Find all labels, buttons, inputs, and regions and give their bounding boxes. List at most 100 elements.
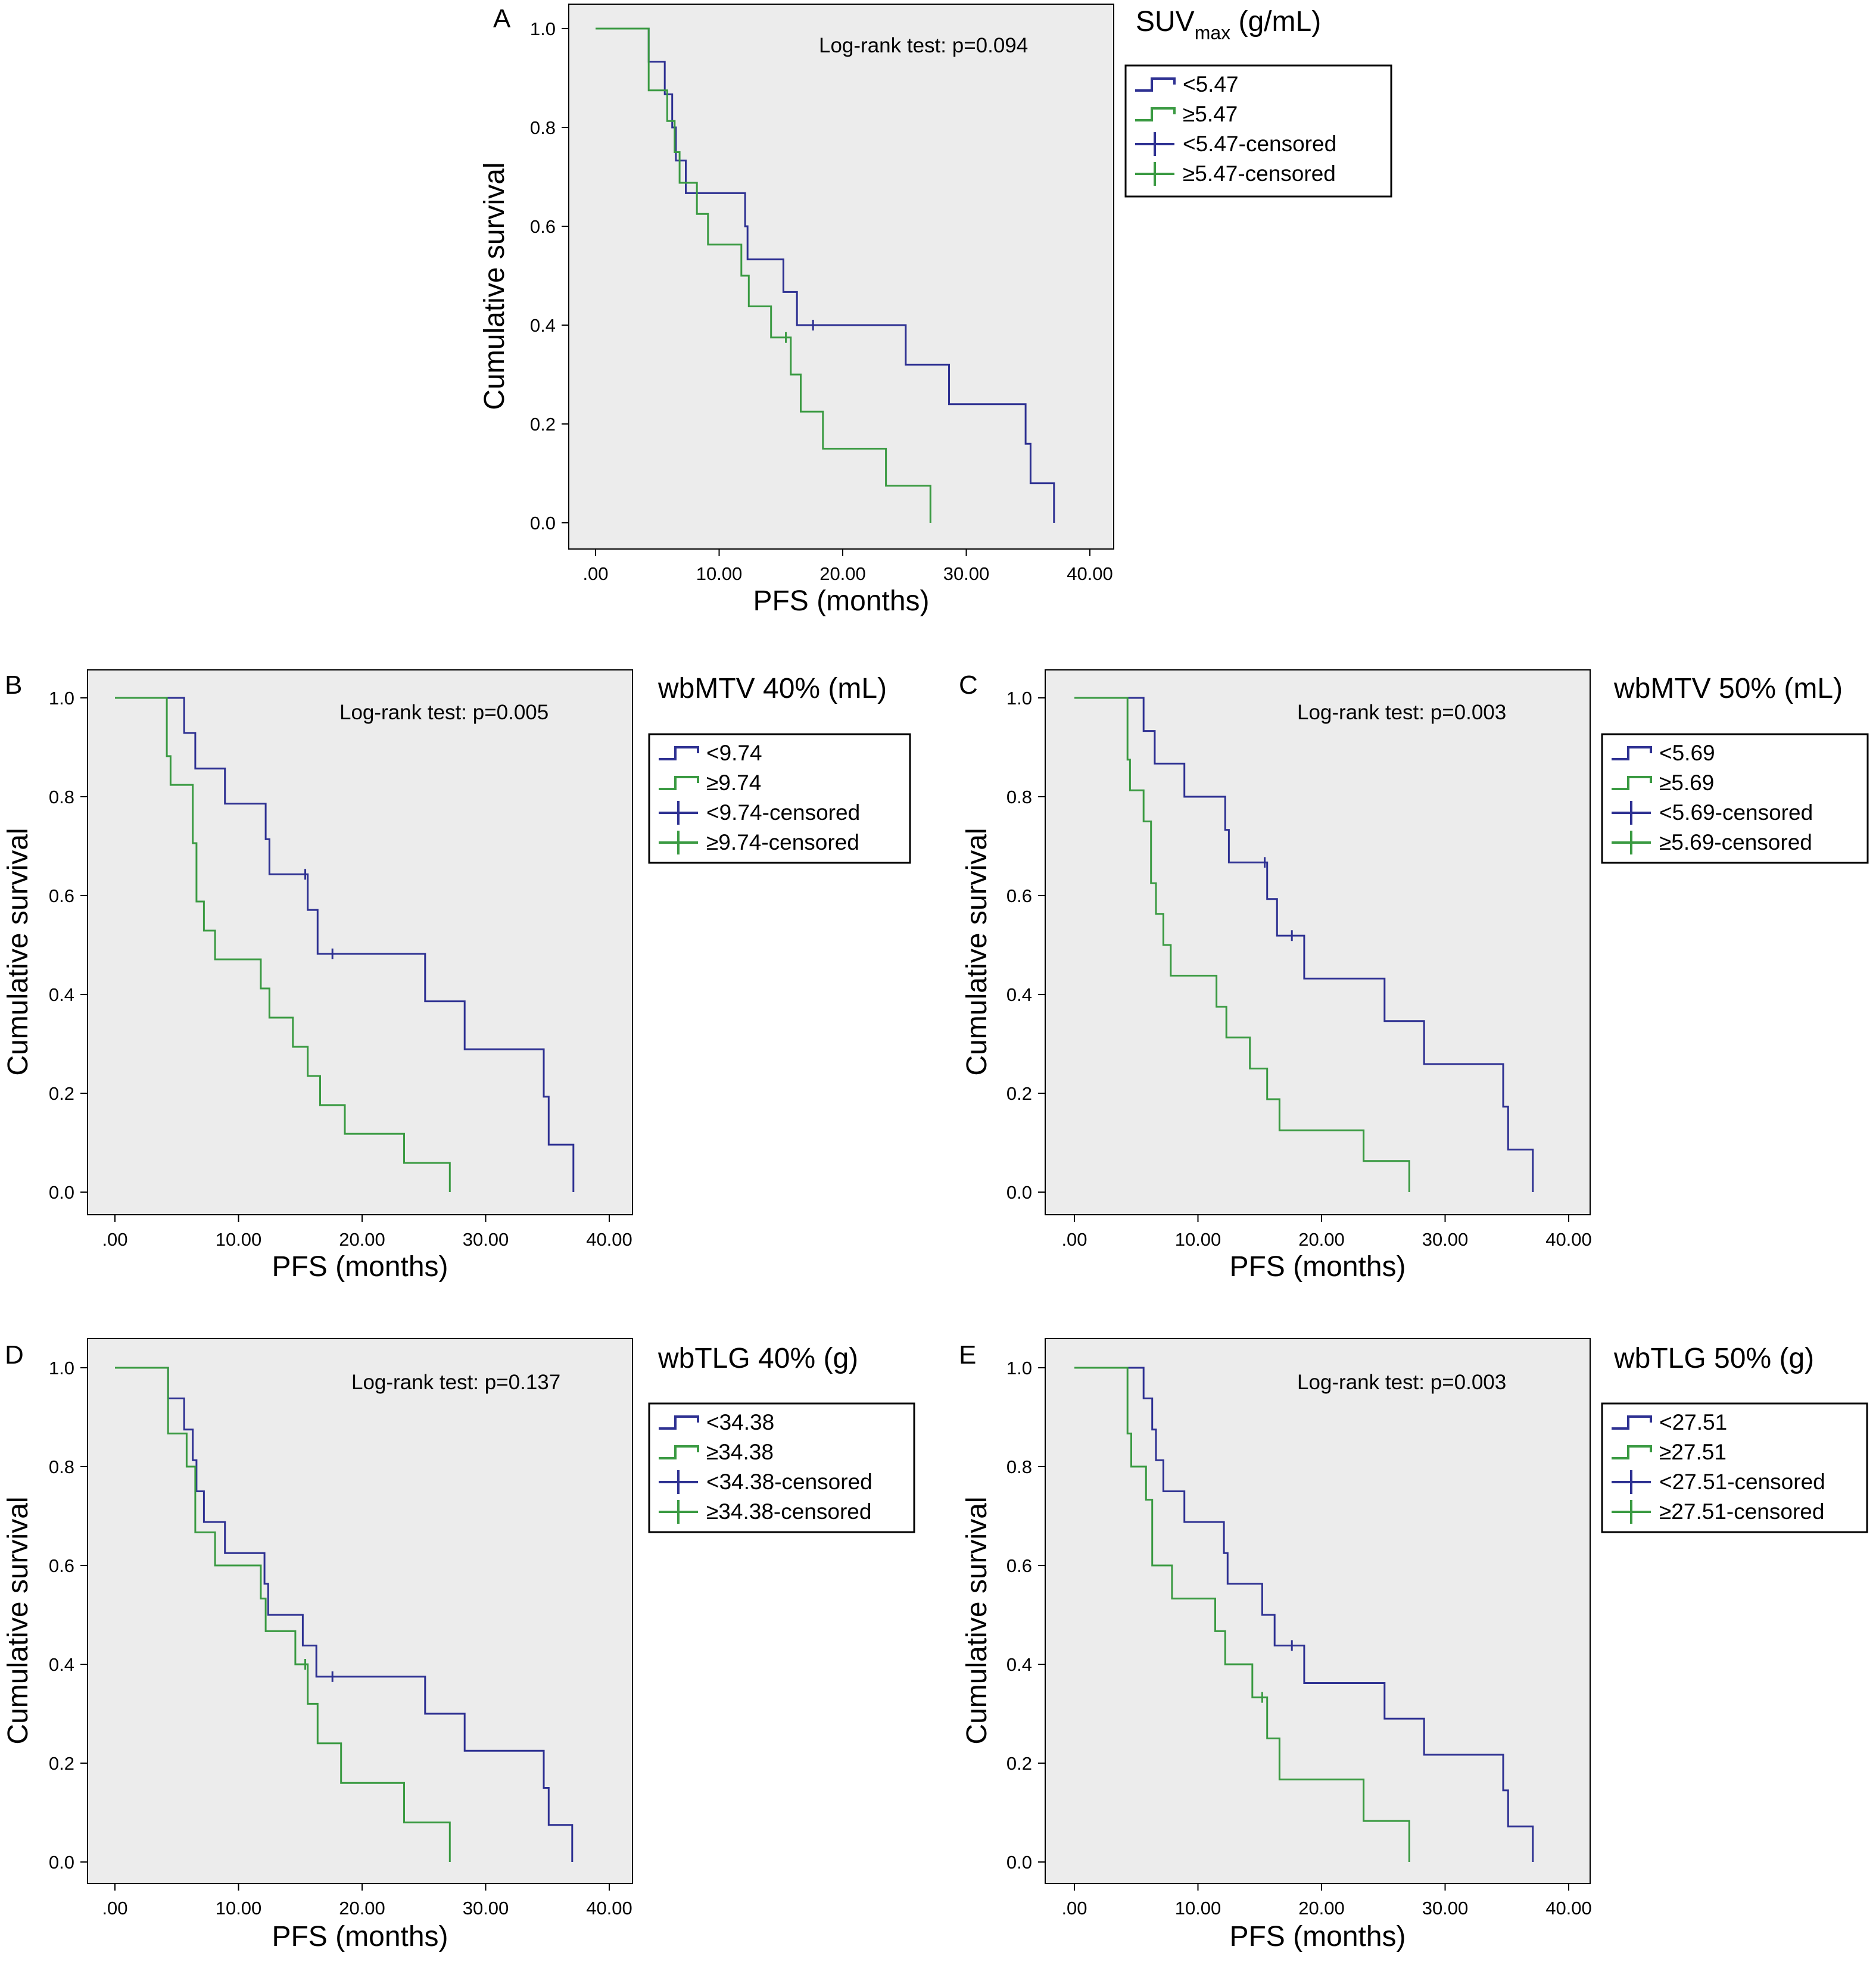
y-tick-label: 0.6 xyxy=(49,1555,74,1576)
x-tick-label: 40.00 xyxy=(1545,1229,1592,1250)
legend-swatch-step xyxy=(1612,1445,1652,1459)
y-tick-label: 0.0 xyxy=(49,1852,74,1873)
legend-label: <5.47 xyxy=(1183,72,1239,96)
x-tick-label: 20.00 xyxy=(1298,1898,1345,1919)
legend-label: ≥27.51-censored xyxy=(1659,1499,1824,1524)
chart-title: wbTLG 50% (g) xyxy=(1613,1343,1814,1374)
legend-label: ≥5.69-censored xyxy=(1659,830,1812,854)
y-tick-label: 0.2 xyxy=(530,414,556,435)
survival-curve-above xyxy=(1074,1367,1410,1862)
legend-label: ≥9.74-censored xyxy=(706,830,859,854)
legend: <9.74 ≥9.74 <9.74-censored ≥9.74-censored xyxy=(648,733,911,864)
legend: <5.69 ≥5.69 <5.69-censored ≥5.69-censored xyxy=(1601,733,1869,864)
y-tick-label: 1.0 xyxy=(49,1358,74,1378)
legend-swatch-step xyxy=(659,1445,699,1459)
legend: <5.47 ≥5.47 <5.47-censored ≥5.47-censored xyxy=(1124,64,1392,198)
x-tick-label: 30.00 xyxy=(943,563,990,584)
survival-curve-above xyxy=(596,27,931,523)
survival-curve-below xyxy=(115,1367,574,1862)
chart-title: wbMTV 50% (mL) xyxy=(1613,673,1843,704)
legend-swatch-step xyxy=(659,776,699,790)
panel-d: D 0.0 0.2 0.4 0.6 0.8 1.0 .00 10.00 20.00 30.00 40.… xyxy=(2,1338,915,1952)
legend-swatch-step xyxy=(1612,746,1652,760)
x-axis-label: PFS (months) xyxy=(753,585,929,617)
legend-swatch-step xyxy=(1135,77,1176,92)
x-tick-label: 40.00 xyxy=(586,1898,632,1919)
legend-label: <9.74 xyxy=(706,741,762,765)
legend-label: <5.69-censored xyxy=(1659,800,1813,825)
plot-area xyxy=(87,669,633,1215)
x-tick-label: .00 xyxy=(582,563,608,584)
survival-curve-above xyxy=(115,1367,451,1862)
chart-title: wbTLG 40% (g) xyxy=(657,1343,858,1374)
x-tick-label: .00 xyxy=(1061,1898,1087,1919)
x-tick-label: 10.00 xyxy=(216,1229,262,1250)
survival-curve-above xyxy=(1074,697,1410,1192)
x-tick-label: 10.00 xyxy=(216,1898,262,1919)
survival-curve-below xyxy=(1074,1367,1534,1862)
y-tick-label: 0.4 xyxy=(1006,984,1032,1005)
y-tick-label: 1.0 xyxy=(1006,1358,1032,1378)
legend: <27.51 ≥27.51 <27.51-censored ≥27.51-censor… xyxy=(1601,1402,1868,1533)
legend-label: ≥34.38-censored xyxy=(706,1499,871,1524)
y-axis-label: Cumulative survival xyxy=(961,828,993,1075)
y-tick-label: 0.6 xyxy=(530,216,556,237)
y-tick-label: 0.6 xyxy=(49,885,74,906)
legend-label: ≥5.47-censored xyxy=(1183,161,1336,186)
panel-letter: E xyxy=(959,1340,976,1370)
plot-area xyxy=(87,1338,633,1884)
legend-label: <34.38 xyxy=(706,1410,774,1434)
y-tick-label: 1.0 xyxy=(1006,688,1032,709)
x-tick-label: .00 xyxy=(1061,1229,1087,1250)
x-tick-label: 20.00 xyxy=(339,1229,385,1250)
y-tick-label: 0.4 xyxy=(49,984,74,1005)
legend-label: <9.74-censored xyxy=(706,800,860,825)
y-tick-label: 0.6 xyxy=(1006,1555,1032,1576)
panel-a: A 0.0 0.2 0.4 0.6 0.8 1.0 .00 10.00 20.00 30.00 40.… xyxy=(479,4,1392,617)
log-rank-annotation: Log-rank test: p=0.137 xyxy=(351,1371,560,1394)
x-tick-label: 40.00 xyxy=(586,1229,632,1250)
survival-curve-below xyxy=(596,27,1055,523)
panel-letter: A xyxy=(493,4,511,33)
panel-letter: B xyxy=(5,670,22,700)
y-tick-label: 0.2 xyxy=(49,1083,74,1104)
y-tick-label: 0.8 xyxy=(1006,1456,1032,1477)
x-tick-label: 20.00 xyxy=(819,563,866,584)
survival-curve-above xyxy=(115,697,451,1192)
legend-swatch-step xyxy=(1612,1415,1652,1430)
y-tick-label: 1.0 xyxy=(530,18,556,39)
x-axis-label: PFS (months) xyxy=(272,1921,448,1952)
survival-curve-below xyxy=(1074,697,1534,1192)
y-tick-label: 0.4 xyxy=(530,315,556,336)
legend-swatch-step xyxy=(659,1415,699,1430)
legend-label: <5.47-censored xyxy=(1183,132,1336,156)
y-tick-label: 0.8 xyxy=(49,787,74,807)
x-tick-label: 20.00 xyxy=(1298,1229,1345,1250)
x-tick-label: 10.00 xyxy=(1175,1898,1221,1919)
legend-label: <27.51 xyxy=(1659,1410,1727,1434)
y-axis-label: Cumulative survival xyxy=(2,1496,34,1744)
plot-area xyxy=(1045,669,1591,1215)
legend-label: ≥34.38 xyxy=(706,1440,774,1464)
legend-swatch-step xyxy=(659,746,699,760)
legend-swatch-step xyxy=(1135,107,1176,121)
y-tick-label: 0.0 xyxy=(1006,1852,1032,1873)
legend: <34.38 ≥34.38 <34.38-censored ≥34.38-censor… xyxy=(648,1402,915,1533)
y-tick-label: 0.0 xyxy=(530,513,556,534)
y-tick-label: 0.2 xyxy=(49,1753,74,1774)
x-tick-label: 20.00 xyxy=(339,1898,385,1919)
x-tick-label: 30.00 xyxy=(1422,1898,1469,1919)
y-tick-label: 1.0 xyxy=(49,688,74,709)
x-tick-label: 30.00 xyxy=(1422,1229,1469,1250)
y-tick-label: 0.0 xyxy=(49,1182,74,1203)
x-tick-label: 10.00 xyxy=(1175,1229,1221,1250)
panel-c: C 0.0 0.2 0.4 0.6 0.8 1.0 .00 10.00 20.00 30.00 40.… xyxy=(959,669,1869,1283)
legend-label: ≥27.51 xyxy=(1659,1440,1727,1464)
y-axis-label: Cumulative survival xyxy=(2,828,34,1075)
panel-e: E 0.0 0.2 0.4 0.6 0.8 1.0 .00 10.00 20.00 30.00 40.… xyxy=(959,1338,1868,1952)
y-tick-label: 0.8 xyxy=(530,117,556,138)
x-axis-label: PFS (months) xyxy=(272,1251,448,1283)
chart-title: wbMTV 40% (mL) xyxy=(657,673,887,704)
log-rank-annotation: Log-rank test: p=0.003 xyxy=(1297,1371,1506,1394)
